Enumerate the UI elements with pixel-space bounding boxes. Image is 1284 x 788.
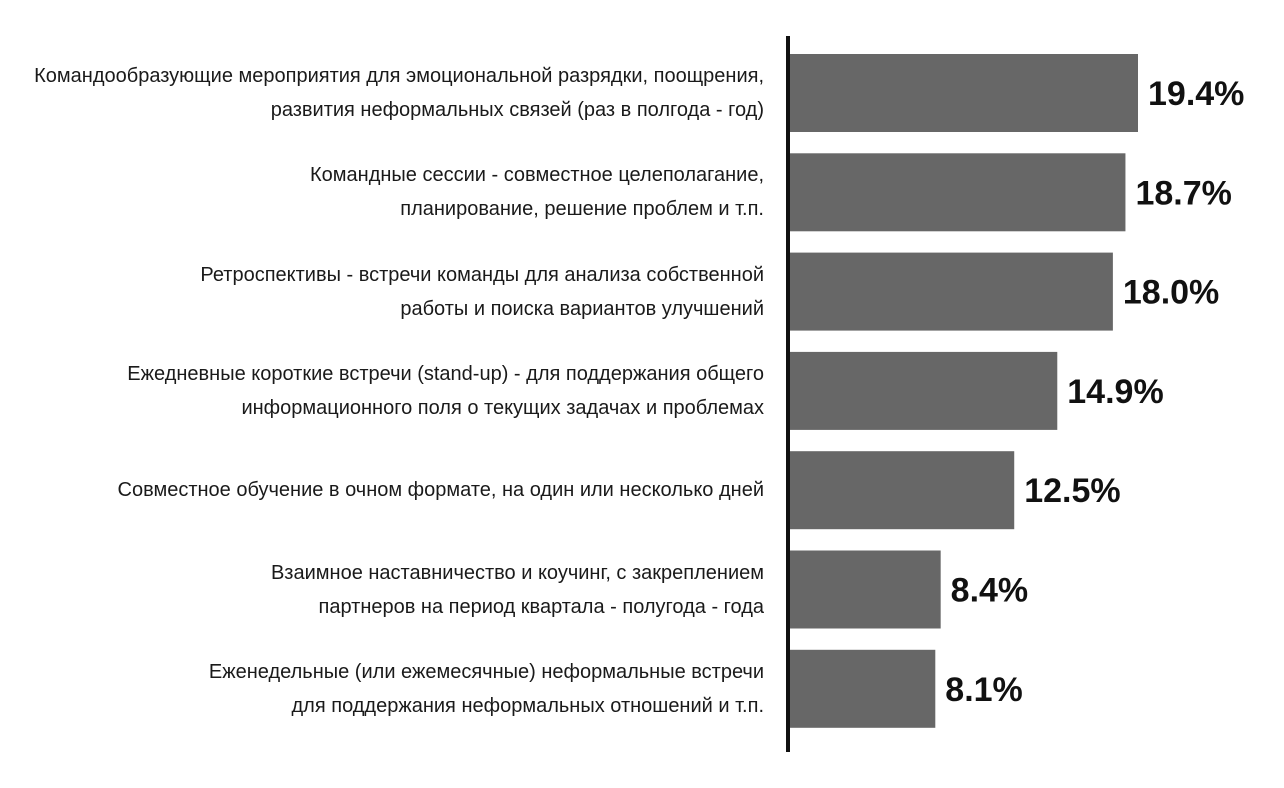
bar-1 bbox=[790, 54, 1138, 132]
category-label-line: информационного поля о текущих задачах и… bbox=[241, 396, 764, 419]
value-label-6: 8.4% bbox=[951, 572, 1029, 610]
category-label-line: Ежедневные короткие встречи (stand-up) -… bbox=[127, 362, 764, 385]
bars-group bbox=[790, 54, 1138, 728]
category-label-4: Ежедневные короткие встречи (stand-up) -… bbox=[24, 357, 764, 425]
value-label-2: 18.7% bbox=[1135, 174, 1231, 212]
bar-6 bbox=[790, 550, 941, 629]
value-label-3: 18.0% bbox=[1123, 274, 1219, 312]
category-label-line: работы и поиска вариантов улучшений bbox=[400, 297, 764, 320]
value-label-7: 8.1% bbox=[945, 671, 1023, 709]
category-label-line: планирование, решение проблем и т.п. bbox=[400, 198, 764, 221]
category-label-line: развития неформальных связей (раз в полг… bbox=[270, 99, 764, 121]
category-label-line: Еженедельные (или ежемесячные) неформаль… bbox=[208, 660, 764, 683]
category-label-2: Командные сессии - совместное целеполага… bbox=[24, 158, 764, 226]
value-label-5: 12.5% bbox=[1024, 472, 1120, 510]
bar-2 bbox=[790, 153, 1126, 232]
category-label-line: Совместное обучение в очном формате, на … bbox=[117, 479, 765, 502]
value-labels-group: 19.4% 18.7% 18.0% 14.9% 12.5% 8.4% 8.1% bbox=[945, 75, 1244, 709]
category-label-5: Совместное обучение в очном формате, на … bbox=[24, 473, 765, 507]
bar-5 bbox=[790, 451, 1015, 530]
value-label-4: 14.9% bbox=[1067, 373, 1163, 411]
category-label-7: Еженедельные (или ежемесячные) неформаль… bbox=[24, 655, 764, 723]
bar-7 bbox=[790, 649, 936, 728]
category-label-3: Ретроспективы - встречи команды для анал… bbox=[24, 258, 764, 326]
value-label-1: 19.4% bbox=[1148, 75, 1244, 113]
category-label-6: Взаимное наставничество и коучинг, с зак… bbox=[24, 556, 764, 624]
category-label-line: Ретроспективы - встречи команды для анал… bbox=[200, 263, 764, 286]
category-label-line: Командообразующие мероприятия для эмоцио… bbox=[34, 65, 764, 87]
bar-4 bbox=[790, 351, 1058, 430]
category-label-1: Командообразующие мероприятия для эмоцио… bbox=[24, 59, 764, 127]
category-label-line: Взаимное наставничество и коучинг, с зак… bbox=[270, 561, 764, 584]
category-label-line: для поддержания неформальных отношений и… bbox=[291, 694, 764, 717]
bar-3 bbox=[790, 252, 1113, 331]
category-label-line: партнеров на период квартала - полугода … bbox=[318, 595, 764, 618]
category-label-line: Командные сессии - совместное целеполага… bbox=[310, 164, 764, 187]
